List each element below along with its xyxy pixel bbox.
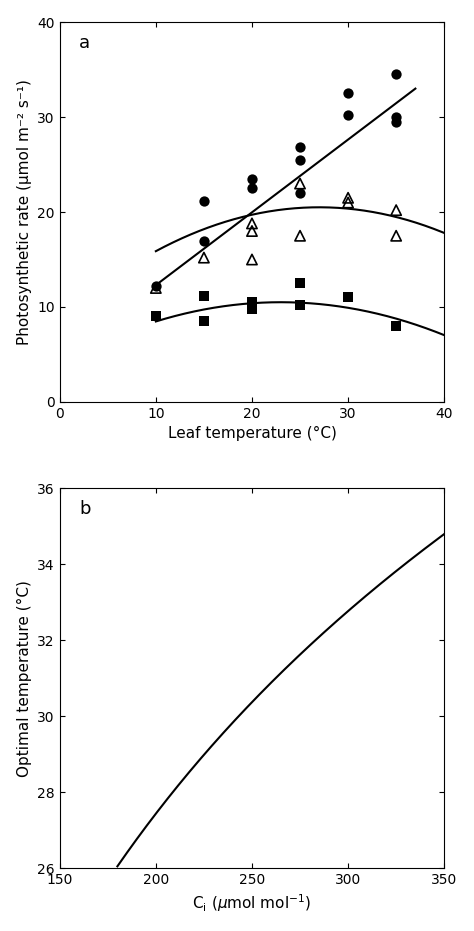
Point (344, 108, 352, 123)
Point (200, 288, 208, 303)
Point (152, 278, 160, 293)
Point (296, 298, 304, 313)
Point (296, 228, 304, 243)
Point (392, 115, 400, 129)
Point (248, 295, 256, 310)
Point (200, 314, 208, 329)
Text: b: b (79, 500, 91, 518)
Point (200, 233, 208, 248)
Point (152, 309, 160, 324)
Point (392, 110, 400, 125)
Point (344, 86, 352, 101)
Point (296, 153, 304, 168)
Point (296, 140, 304, 155)
Point (248, 216, 256, 231)
X-axis label: C$_\mathregular{i}$ ($\mu$mol mol$^{-1}$): C$_\mathregular{i}$ ($\mu$mol mol$^{-1}$… (192, 893, 311, 914)
Point (248, 302, 256, 317)
Point (200, 194, 208, 209)
Point (248, 171, 256, 186)
Point (248, 223, 256, 238)
Point (392, 228, 400, 243)
Point (200, 250, 208, 265)
Point (296, 185, 304, 200)
Point (296, 176, 304, 191)
Point (248, 252, 256, 267)
Point (392, 67, 400, 82)
Point (392, 203, 400, 218)
Point (152, 280, 160, 295)
Y-axis label: Optimal temperature (°C): Optimal temperature (°C) (17, 580, 32, 776)
Point (344, 196, 352, 210)
Point (296, 276, 304, 290)
Y-axis label: Photosynthetic rate (μmol m⁻² s⁻¹): Photosynthetic rate (μmol m⁻² s⁻¹) (17, 79, 32, 345)
Point (344, 190, 352, 205)
Text: a: a (79, 34, 90, 51)
Point (248, 181, 256, 196)
Point (344, 290, 352, 305)
Point (392, 318, 400, 333)
X-axis label: Leaf temperature (°C): Leaf temperature (°C) (167, 426, 337, 441)
